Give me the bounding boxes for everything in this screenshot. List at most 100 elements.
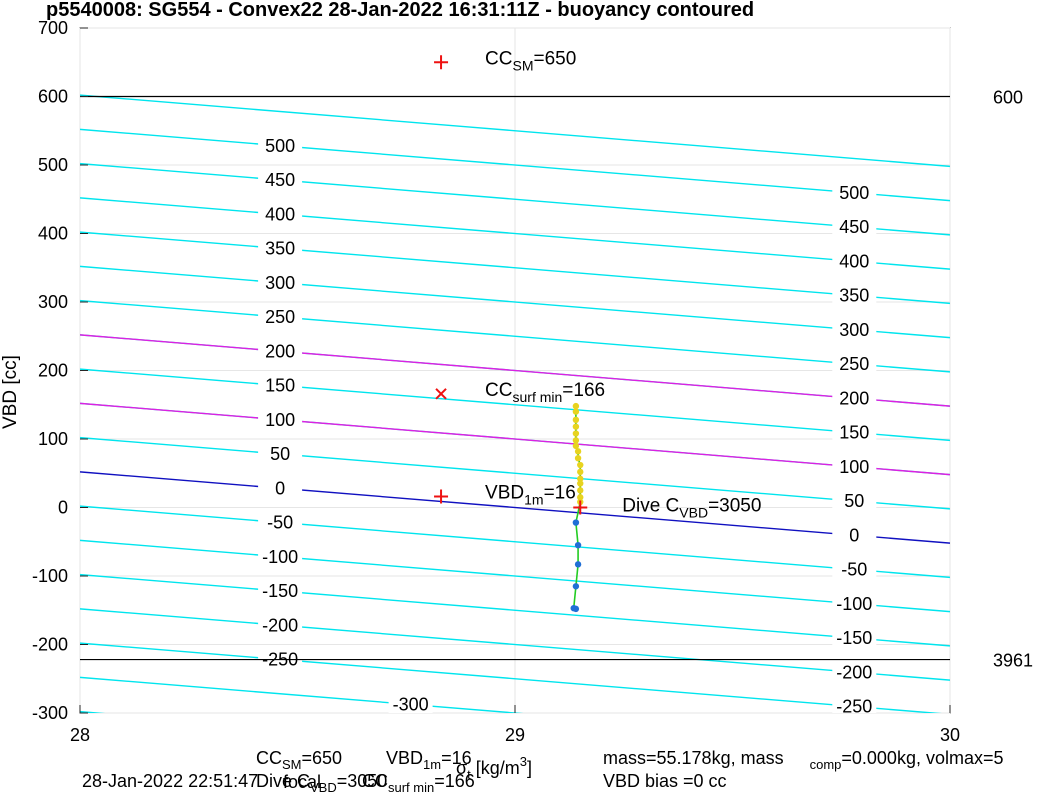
- contour-label-right: -100: [836, 594, 872, 614]
- marker-label: CCsurf min=166: [485, 380, 605, 405]
- contour-line: [80, 676, 524, 713]
- contour-label-bg: [832, 491, 877, 512]
- contour-label-right: -200: [836, 662, 872, 682]
- data-point: [574, 561, 582, 568]
- contour-label-bg: [258, 478, 303, 499]
- contour-label-right: 50: [844, 491, 864, 511]
- chart-title: p5540008: SG554 - Convex22 28-Jan-2022 1…: [46, 0, 754, 21]
- footer-vbd-bias: VBD bias =0 cc: [603, 771, 727, 791]
- contour-label-right: 300: [839, 320, 869, 340]
- contour-label-left: -300: [393, 694, 429, 714]
- limit-line-label: 3961: [993, 651, 1033, 671]
- data-point: [572, 402, 580, 410]
- contour-label-right: -50: [841, 560, 867, 580]
- contour-label-bg: [832, 525, 877, 546]
- contour-label-right: 150: [839, 423, 869, 443]
- contour-label-right: 400: [839, 251, 869, 271]
- contour-label-right: 350: [839, 286, 869, 306]
- marker-label-value: =16: [544, 483, 576, 504]
- contour-label-right: 500: [839, 183, 869, 203]
- footer-cc-sm: CCSM=650: [256, 748, 343, 772]
- y-tick-label: -200: [32, 635, 68, 655]
- contour-label-left: 400: [265, 204, 295, 224]
- contour-label-bg: [388, 694, 433, 713]
- contour-label-left: 500: [265, 136, 295, 156]
- contour-label-right: -250: [836, 697, 872, 717]
- contour-label-bg: [258, 238, 303, 259]
- footer-vbd-1m: VBD1m=16: [386, 748, 472, 772]
- contour-label-bg: [832, 593, 877, 614]
- contour-label-bg: [832, 696, 877, 713]
- contour-label-bg: [258, 546, 303, 567]
- contour-label-bg: [832, 217, 877, 238]
- marker-label-value: =3050: [708, 496, 761, 517]
- contour-label-bg: [832, 662, 877, 683]
- contour-label-left: 50: [270, 444, 290, 464]
- y-tick-label: 600: [38, 87, 68, 107]
- limit-line-label: 600: [993, 88, 1023, 108]
- contour-label-bg: [258, 204, 303, 225]
- y-tick-label: 400: [38, 224, 68, 244]
- data-point: [572, 408, 580, 415]
- contour-label-left: 250: [265, 307, 295, 327]
- data-point: [577, 468, 584, 476]
- footer-mass: mass=55.178kg, mass comp=0.000kg, volmax=…: [603, 748, 1004, 772]
- data-point: [572, 437, 580, 444]
- x-tick-label: 28: [70, 725, 90, 745]
- plus-marker: [434, 489, 449, 504]
- contour-label-left: 450: [265, 170, 295, 190]
- footer-cc-surf-min: CCsurf min=166: [362, 771, 475, 795]
- data-point: [572, 423, 580, 430]
- data-point: [574, 541, 582, 549]
- limit-lines: 600 3961: [80, 88, 1033, 671]
- contour-label-bg: [832, 559, 877, 580]
- contour-label-bg: [258, 170, 303, 191]
- data-point: [577, 461, 584, 469]
- contour-line: [80, 334, 950, 407]
- contour-label-left: -100: [262, 547, 298, 567]
- plus-marker: [573, 500, 588, 515]
- data-point: [572, 416, 580, 424]
- y-tick-label: 0: [58, 498, 68, 518]
- x-tick-label: 29: [505, 725, 525, 745]
- contour-label-bg: [832, 251, 877, 272]
- contour-line: [80, 231, 950, 305]
- contour-label-left: 0: [275, 478, 285, 498]
- contour-label-right: 250: [839, 354, 869, 374]
- contour-line: [80, 436, 950, 510]
- contour-label-right: 200: [839, 388, 869, 408]
- data-point: [577, 475, 584, 482]
- marker-label-value: =166: [562, 380, 605, 401]
- data-point: [574, 448, 582, 455]
- contour-label-bg: [832, 285, 877, 306]
- contour-label-right: 0: [849, 525, 859, 545]
- contour-label-left: 100: [265, 410, 295, 430]
- marker-label-sub: 1m: [524, 492, 543, 508]
- y-tick-label: 200: [38, 361, 68, 381]
- contour-label-bg: [832, 456, 877, 477]
- contour-line: [80, 128, 950, 202]
- y-tick-label: -300: [32, 703, 68, 723]
- buoyancy-contours: 500450400350300250200150100500-50-100-15…: [80, 94, 950, 717]
- contour-label-right: 100: [839, 457, 869, 477]
- contour-label-right: 450: [839, 217, 869, 237]
- contour-label-bg: [832, 182, 877, 203]
- contour-label-left: 150: [265, 376, 295, 396]
- contour-label-left: -200: [262, 615, 298, 635]
- data-point: [572, 430, 580, 437]
- marker-label-main: CC: [485, 380, 512, 401]
- marker-label-main: VBD: [485, 483, 524, 504]
- contour-line: [80, 265, 950, 339]
- contour-label-bg: [832, 354, 877, 375]
- contour-line: [80, 94, 950, 168]
- marker-label-sub: VBD: [679, 505, 708, 521]
- contour-label-bg: [258, 375, 303, 396]
- contour-label-bg: [258, 135, 303, 156]
- x-marker: [435, 388, 447, 400]
- contour-label-bg: [832, 628, 877, 649]
- contour-line: [80, 505, 950, 579]
- data-point: [572, 605, 580, 613]
- contour-label-bg: [258, 444, 303, 465]
- y-tick-label: 300: [38, 292, 68, 312]
